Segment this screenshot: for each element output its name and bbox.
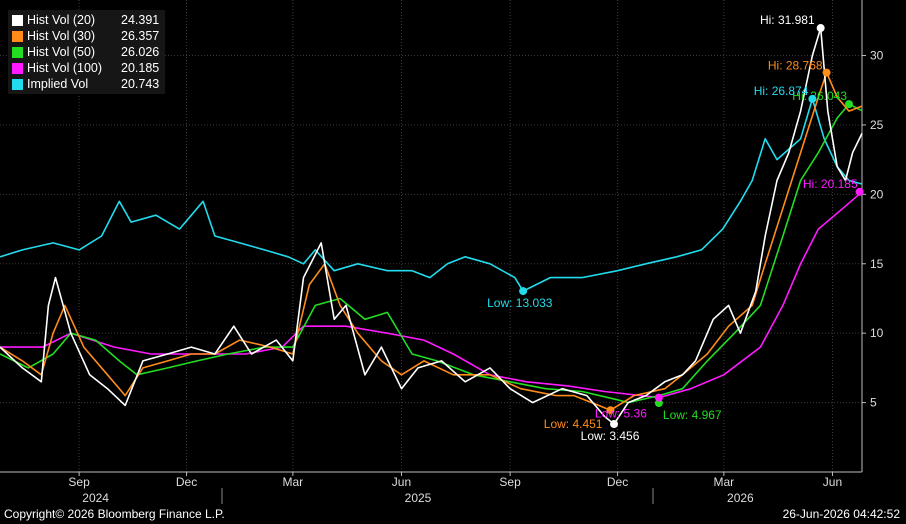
legend: Hist Vol (20) 24.391 Hist Vol (30) 26.357 Hi… <box>8 10 166 94</box>
legend-swatch <box>12 62 23 74</box>
legend-swatch <box>12 78 23 90</box>
x-tick-label: Jun <box>823 475 842 489</box>
series-hi-label: Hi: 26.874 <box>754 84 809 98</box>
series-hi-marker <box>855 187 864 196</box>
legend-swatch <box>12 46 23 58</box>
x-tick-label: Mar <box>714 475 735 489</box>
series-lo-label: Low: 5.36 <box>595 407 647 421</box>
series-line <box>0 98 863 292</box>
year-label: 2024 <box>82 491 109 505</box>
series-hi-marker <box>808 94 817 103</box>
series-line <box>0 71 863 412</box>
legend-series-value: 26.357 <box>121 29 160 43</box>
legend-series-name: Hist Vol (100) <box>27 61 103 75</box>
year-label: 2026 <box>727 491 754 505</box>
legend-series-value: 26.026 <box>121 45 160 59</box>
series-lo-label: Low: 3.456 <box>581 429 640 443</box>
x-tick-label: Dec <box>176 475 197 489</box>
series-line <box>0 103 863 404</box>
series-hi-marker <box>822 68 831 77</box>
y-tick-label: 15 <box>870 257 884 271</box>
series-hi-label: Hi: 26.043 <box>792 89 847 103</box>
series-hi-label: Hi: 28.768 <box>768 59 823 73</box>
legend-series-value: 20.185 <box>121 61 160 75</box>
y-tick-label: 10 <box>870 326 884 340</box>
legend-series-name: Hist Vol (30) <box>27 29 96 43</box>
series-hi-label: Hi: 20.185 <box>803 177 858 191</box>
x-tick-label: Dec <box>607 475 628 489</box>
year-label: 2025 <box>405 491 432 505</box>
series-lo-label: Low: 13.033 <box>487 296 553 310</box>
series-lo-label: Low: 4.967 <box>663 408 722 422</box>
series-hi-marker <box>845 100 854 109</box>
legend-series-name: Implied Vol <box>27 77 89 91</box>
x-tick-label: Jun <box>392 475 411 489</box>
x-tick-label: Sep <box>68 475 90 489</box>
series-lo-marker <box>519 287 528 296</box>
y-tick-label: 30 <box>870 49 884 63</box>
x-tick-label: Mar <box>283 475 304 489</box>
series-lo-label: Low: 4.451 <box>544 417 603 431</box>
legend-item: Hist Vol (20) 24.391 <box>12 12 159 28</box>
x-tick-label: Sep <box>499 475 521 489</box>
legend-series-name: Hist Vol (20) <box>27 13 96 27</box>
legend-series-value: 20.743 <box>121 77 160 91</box>
y-tick-label: 5 <box>870 396 877 410</box>
copyright-text: Copyright© 2026 Bloomberg Finance L.P. <box>4 507 225 521</box>
legend-item: Hist Vol (50) 26.026 <box>12 44 159 60</box>
y-tick-label: 25 <box>870 118 884 132</box>
timestamp-text: 26-Jun-2026 04:42:52 <box>782 507 900 521</box>
legend-swatch <box>12 14 23 26</box>
y-tick-label: 20 <box>870 187 884 201</box>
series-hi-label: Hi: 31.981 <box>760 13 815 27</box>
series-lo-marker <box>654 393 663 402</box>
legend-item: Hist Vol (100) 20.185 <box>12 60 159 76</box>
legend-item: Hist Vol (30) 26.357 <box>12 28 159 44</box>
legend-series-name: Hist Vol (50) <box>27 45 96 59</box>
series-hi-marker <box>816 24 825 33</box>
legend-item: Implied Vol 20.743 <box>12 76 159 92</box>
series-line <box>0 27 863 425</box>
series-lo-marker <box>610 420 619 429</box>
series-lo-marker <box>606 406 615 415</box>
legend-swatch <box>12 30 23 42</box>
legend-series-value: 24.391 <box>121 13 160 27</box>
series-line <box>0 191 863 399</box>
